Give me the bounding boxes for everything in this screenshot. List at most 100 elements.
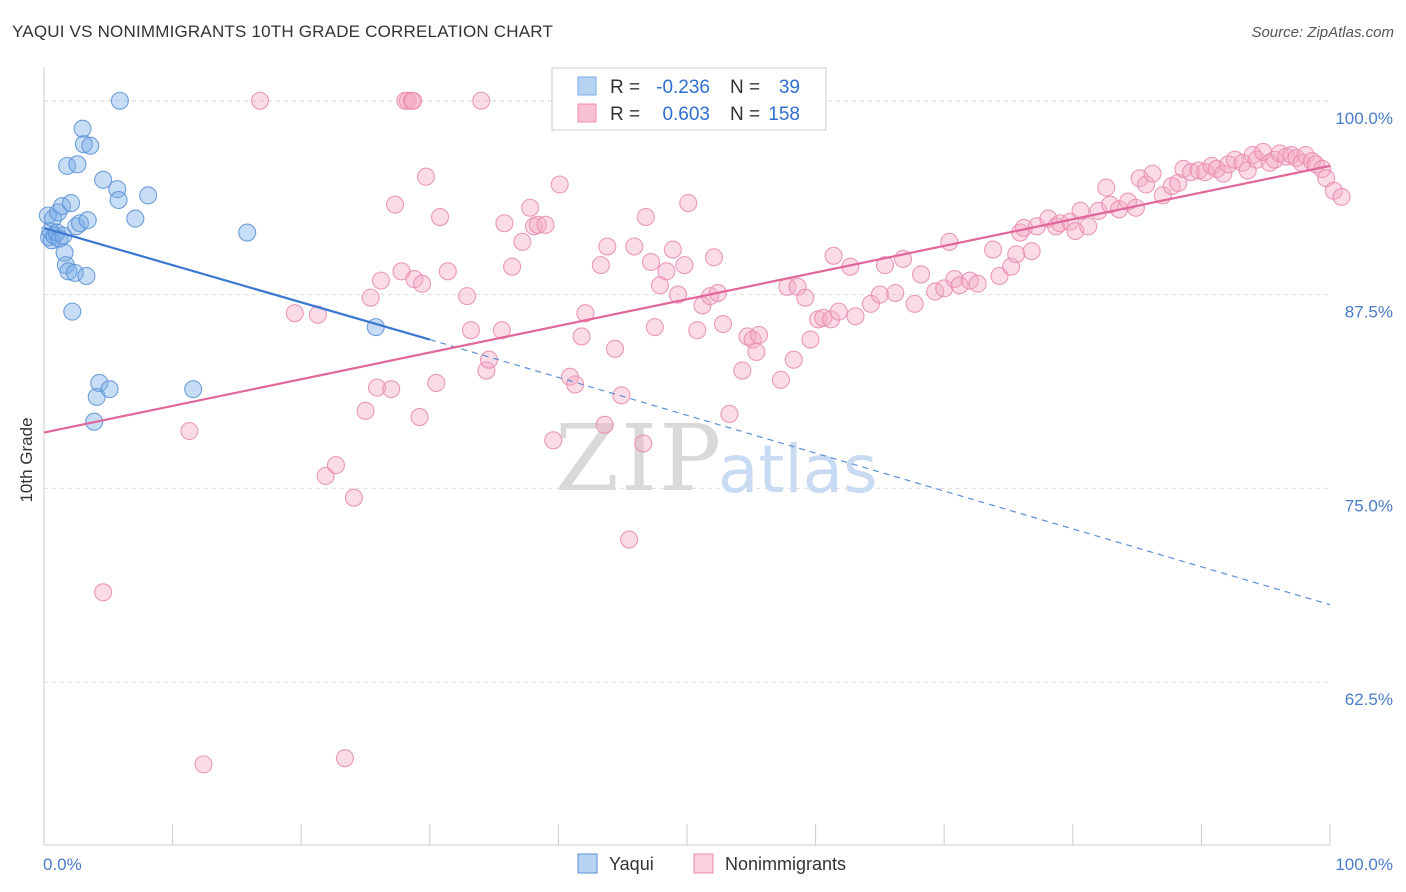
axes — [43, 67, 1331, 846]
point-yaqui-30 — [100, 380, 119, 399]
point-nonimmigrants-109 — [1022, 242, 1041, 261]
legend-r-label-1: R = — [610, 104, 640, 125]
point-yaqui-37 — [238, 223, 257, 242]
point-nonimmigrants-125 — [1137, 175, 1156, 194]
y-tick-label-3: 100.0% — [1335, 109, 1393, 128]
point-nonimmigrants-47 — [591, 256, 610, 275]
point-yaqui-32 — [109, 190, 128, 210]
point-yaqui-33 — [110, 91, 129, 110]
point-nonimmigrants-157 — [1332, 187, 1351, 206]
svg-text:ZIP: ZIP — [555, 405, 723, 512]
legend-swatch-1 — [577, 103, 597, 123]
point-yaqui-28 — [90, 373, 109, 393]
x-tick-label-left: 0.0% — [43, 855, 82, 874]
chart-title: YAQUI VS NONIMMIGRANTS 10TH GRADE CORREL… — [12, 22, 554, 41]
point-nonimmigrants-103 — [984, 240, 1003, 259]
point-nonimmigrants-71 — [733, 361, 752, 380]
stats-legend: R = -0.236 N = 39 R = 0.603 N = 158 — [551, 67, 827, 131]
legend-box — [551, 67, 827, 131]
point-nonimmigrants-9 — [344, 488, 363, 507]
legend-n-label-1: N = — [730, 104, 760, 125]
y-axis-label: 10th Grade — [17, 417, 36, 502]
point-nonimmigrants-11 — [361, 288, 380, 307]
point-nonimmigrants-42 — [550, 175, 569, 194]
point-nonimmigrants-90 — [870, 285, 889, 304]
point-nonimmigrants-41 — [544, 431, 563, 450]
point-nonimmigrants-116 — [1071, 201, 1090, 220]
point-nonimmigrants-131 — [1182, 163, 1201, 182]
point-nonimmigrants-61 — [668, 285, 688, 304]
point-yaqui-15 — [61, 194, 81, 213]
source-label: Source: ZipAtlas.com — [1251, 24, 1394, 41]
series-legend-swatch-1 — [693, 853, 714, 874]
point-nonimmigrants-70 — [720, 404, 739, 424]
point-nonimmigrants-46 — [576, 304, 595, 323]
legend-n-label-0: N = — [730, 77, 760, 98]
point-yaqui-23 — [77, 266, 96, 286]
point-nonimmigrants-92 — [886, 283, 905, 303]
point-yaqui-34 — [126, 209, 145, 228]
y-tick-label-2: 87.5% — [1345, 303, 1393, 322]
point-nonimmigrants-88 — [846, 307, 865, 326]
svg-text:atlas: atlas — [718, 431, 878, 508]
point-nonimmigrants-78 — [784, 350, 803, 369]
point-nonimmigrants-84 — [821, 310, 841, 329]
point-nonimmigrants-39 — [528, 215, 547, 234]
point-nonimmigrants-119 — [1097, 178, 1116, 197]
point-nonimmigrants-7 — [326, 456, 345, 475]
point-nonimmigrants-59 — [657, 262, 676, 281]
point-nonimmigrants-3 — [250, 91, 270, 110]
point-nonimmigrants-40 — [536, 215, 555, 234]
data-points — [38, 91, 1351, 774]
point-nonimmigrants-80 — [796, 288, 815, 307]
point-nonimmigrants-1 — [180, 421, 199, 441]
point-nonimmigrants-97 — [935, 279, 954, 298]
point-nonimmigrants-32 — [479, 350, 499, 369]
point-yaqui-35 — [139, 186, 158, 205]
point-nonimmigrants-144 — [1260, 153, 1279, 172]
point-nonimmigrants-23 — [413, 274, 432, 293]
point-nonimmigrants-31 — [477, 361, 496, 380]
legend-r-value-1: 0.603 — [662, 104, 710, 125]
point-nonimmigrants-45 — [572, 327, 591, 346]
legend-r-label-0: R = — [610, 77, 640, 98]
point-nonimmigrants-148 — [1282, 145, 1301, 165]
point-nonimmigrants-69 — [713, 314, 733, 334]
point-nonimmigrants-102 — [968, 274, 987, 293]
point-nonimmigrants-135 — [1207, 159, 1226, 179]
point-nonimmigrants-72 — [738, 327, 757, 346]
point-nonimmigrants-50 — [605, 339, 625, 358]
point-nonimmigrants-49 — [598, 237, 617, 256]
point-nonimmigrants-14 — [382, 380, 401, 399]
point-nonimmigrants-13 — [371, 271, 390, 290]
point-nonimmigrants-120 — [1101, 195, 1120, 214]
zipatlas-watermark: ZIP atlas — [555, 405, 878, 512]
legend-r-value-0: -0.236 — [656, 77, 710, 98]
point-nonimmigrants-8 — [335, 749, 354, 768]
legend-n-value-1: 158 — [768, 104, 800, 125]
point-nonimmigrants-137 — [1219, 155, 1238, 174]
point-nonimmigrants-94 — [905, 294, 924, 313]
point-nonimmigrants-54 — [634, 434, 653, 453]
point-yaqui-17 — [65, 263, 84, 282]
point-nonimmigrants-34 — [495, 214, 514, 233]
point-nonimmigrants-53 — [625, 237, 644, 256]
point-nonimmigrants-67 — [704, 248, 724, 267]
point-nonimmigrants-36 — [513, 232, 532, 251]
point-nonimmigrants-26 — [431, 207, 450, 227]
point-nonimmigrants-12 — [368, 378, 387, 397]
point-yaqui-36 — [184, 380, 203, 399]
point-yaqui-19 — [68, 155, 87, 174]
trend-line-yaqui-extension — [429, 338, 1331, 606]
point-nonimmigrants-44 — [566, 375, 585, 394]
point-nonimmigrants-24 — [416, 167, 435, 186]
point-nonimmigrants-48 — [595, 415, 614, 434]
y-tick-label-0: 62.5% — [1345, 690, 1393, 709]
point-nonimmigrants-4 — [285, 304, 304, 323]
point-yaqui-16 — [63, 302, 82, 321]
point-nonimmigrants-76 — [771, 370, 790, 389]
point-nonimmigrants-83 — [814, 308, 833, 327]
point-nonimmigrants-98 — [940, 232, 959, 251]
point-yaqui-0 — [38, 206, 57, 225]
trend-line-nonimmigrants — [43, 164, 1331, 434]
